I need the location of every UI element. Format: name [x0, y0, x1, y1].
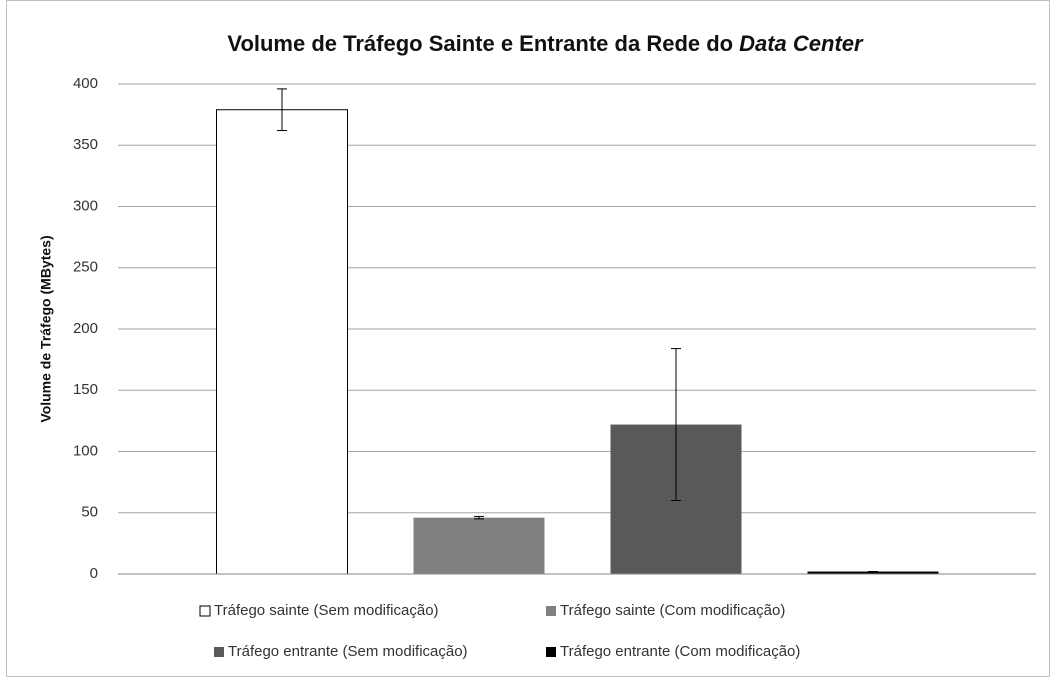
y-axis-label: Volume de Tráfego (MBytes) [38, 235, 54, 422]
title-part: Data Center [739, 31, 864, 56]
legend-label: Tráfego sainte (Com modificação) [560, 602, 785, 619]
y-tick-label: 250 [73, 259, 98, 276]
error-bar [671, 348, 681, 501]
y-tick-label: 50 [81, 504, 98, 521]
chart-frame [6, 0, 1050, 677]
legend-swatch [546, 647, 556, 657]
bar [216, 109, 348, 575]
y-tick-label: 200 [73, 320, 98, 337]
y-tick-label: 400 [73, 75, 98, 92]
y-tick-label: 0 [90, 565, 98, 582]
legend-label: Tráfego entrante (Com modificação) [560, 643, 800, 660]
legend-label: Tráfego entrante (Sem modificação) [228, 643, 468, 660]
legend-swatch [199, 605, 211, 617]
legend-swatch [546, 606, 556, 616]
bar [413, 517, 545, 574]
bar [807, 571, 939, 574]
legend-label: Tráfego sainte (Sem modificação) [214, 602, 439, 619]
title-part: Volume de Tráfego Sainte e Entrante da R… [227, 31, 733, 56]
y-tick-label: 150 [73, 381, 98, 398]
y-tick-label: 300 [73, 197, 98, 214]
error-bar [474, 515, 484, 520]
y-tick-label: 100 [73, 442, 98, 459]
y-tick-label: 350 [73, 136, 98, 153]
chart-title: Volume de Tráfego Sainte e Entrante da R… [227, 31, 864, 56]
error-bar [277, 88, 287, 132]
legend-swatch [214, 647, 224, 657]
